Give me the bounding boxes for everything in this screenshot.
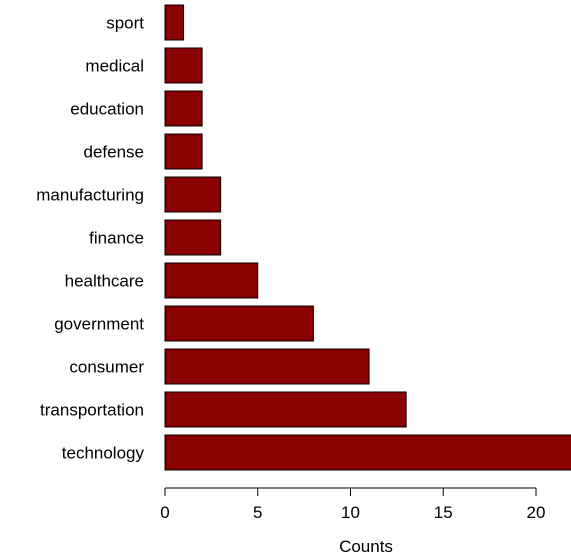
category-label-finance: finance <box>89 229 144 248</box>
bar-defense <box>164 133 203 170</box>
category-label-medical: medical <box>85 57 144 76</box>
category-label-technology: technology <box>62 444 145 463</box>
category-label-consumer: consumer <box>69 358 144 377</box>
x-tick-label-20: 20 <box>527 503 546 522</box>
category-label-transportation: transportation <box>40 401 144 420</box>
x-axis: 0 5 10 15 20 <box>160 487 546 522</box>
bar-healthcare <box>164 262 259 299</box>
x-tick-label-10: 10 <box>341 503 360 522</box>
bar-government <box>164 305 314 342</box>
bar-consumer <box>164 348 370 385</box>
x-axis-label: Counts <box>339 537 393 556</box>
bar-transportation <box>164 391 407 428</box>
bar-sport <box>164 4 185 41</box>
bars-group <box>164 4 571 471</box>
category-label-manufacturing: manufacturing <box>36 186 144 205</box>
category-label-education: education <box>70 100 144 119</box>
bar-manufacturing <box>164 176 222 213</box>
bar-medical <box>164 47 203 84</box>
bar-education <box>164 90 203 127</box>
bar-finance <box>164 219 222 256</box>
x-tick-label-0: 0 <box>160 503 169 522</box>
x-tick-label-15: 15 <box>434 503 453 522</box>
bar-technology <box>164 434 571 471</box>
category-label-sport: sport <box>106 14 144 33</box>
category-label-government: government <box>54 315 144 334</box>
category-label-healthcare: healthcare <box>65 272 144 291</box>
x-tick-label-5: 5 <box>253 503 262 522</box>
category-labels: sport medical education defense manufacturin… <box>36 14 144 463</box>
category-label-defense: defense <box>84 143 145 162</box>
